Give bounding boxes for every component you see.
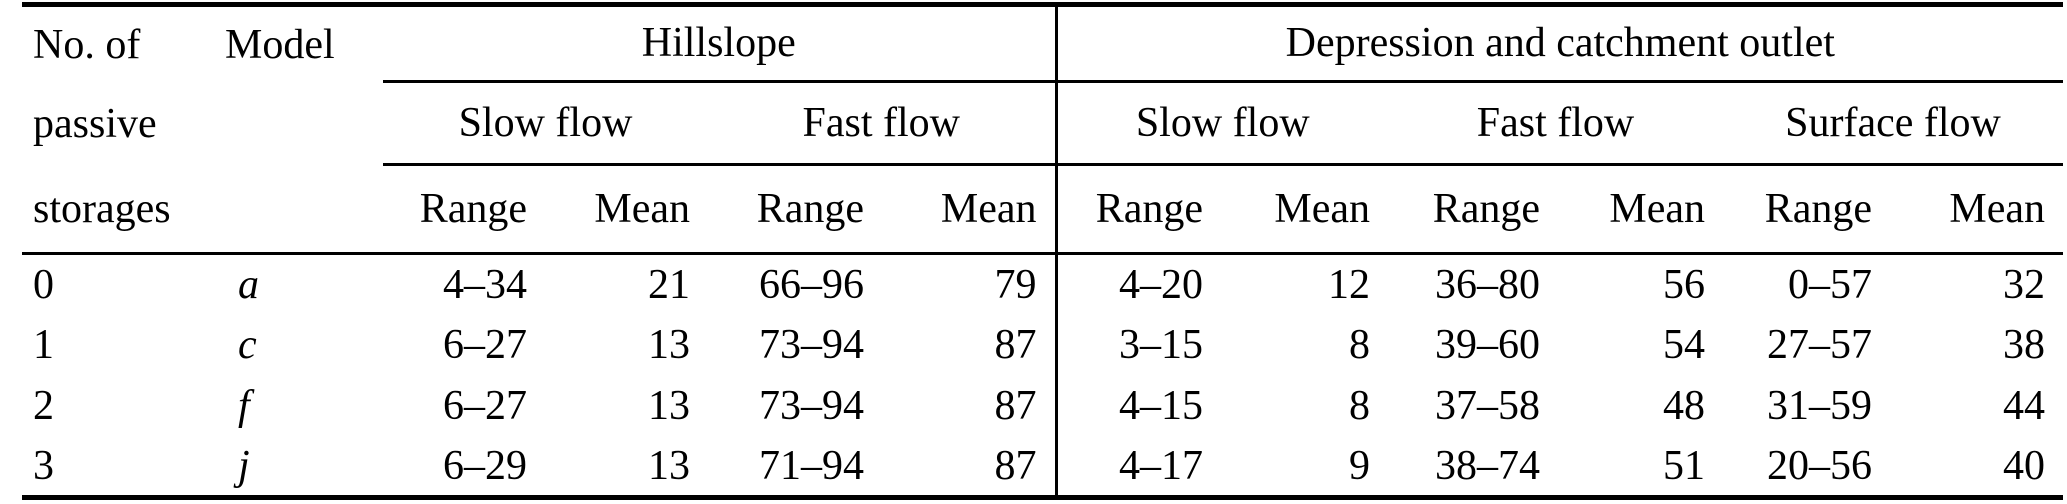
group-header-depression-outlet: Depression and catchment outlet <box>1054 4 2064 83</box>
subgroup-header-hillslope-fast-flow: Fast flow <box>708 81 1056 167</box>
cell-value: 4–17 <box>1054 436 1221 498</box>
cell-value: 71–94 <box>759 442 864 489</box>
subgroup-header-hillslope-slow-flow: Slow flow <box>383 81 708 167</box>
cell-value: 20–56 <box>1767 442 1872 489</box>
cell-storages: 0 <box>22 252 215 315</box>
cell-model: j <box>238 442 250 489</box>
cell-value: 73–94 <box>759 383 864 429</box>
cell-value: 4–20 <box>1054 252 1221 315</box>
cell-value: 27–57 <box>1767 322 1872 368</box>
cell-storages: 2 <box>33 383 54 429</box>
cell-value: 3–15 <box>1054 314 1221 376</box>
cell-value: 87 <box>994 442 1037 489</box>
cell-value: 87 <box>994 383 1037 429</box>
cell-value: 31–59 <box>1767 383 1872 429</box>
row-header-passive-storages: No. of passive storages <box>22 5 215 254</box>
row-header-line-3: storages <box>33 185 171 232</box>
cell-model: a <box>215 252 383 315</box>
table-row: 3 j 6–29 13 71–94 87 4–17 9 38–74 51 20–… <box>22 436 2063 498</box>
cell-value: 38–74 <box>1435 442 1540 489</box>
column-header-mean: Mean <box>1949 186 2046 233</box>
cell-value: 37–58 <box>1435 383 1540 429</box>
cell-value: 56 <box>1558 252 1723 315</box>
column-header-model: Model <box>215 5 383 254</box>
cell-value: 73–94 <box>759 322 864 368</box>
column-header-mean: Mean <box>1609 186 1705 233</box>
cell-value: 21 <box>545 252 708 315</box>
cell-value: 12 <box>1221 252 1388 315</box>
cell-storages: 3 <box>33 442 54 489</box>
cell-value: 38 <box>2003 322 2046 368</box>
cell-value: 6–29 <box>443 442 527 489</box>
cell-storages: 1 <box>33 322 54 368</box>
cell-value: 8 <box>1349 322 1370 368</box>
column-header-range: Range <box>1764 186 1872 233</box>
cell-value: 32 <box>1890 252 2064 315</box>
column-header-range: Range <box>1054 164 1221 254</box>
cell-value: 6–27 <box>443 383 527 429</box>
cell-value: 9 <box>1349 442 1370 489</box>
cell-value: 0–57 <box>1723 252 1890 315</box>
group-header-hillslope: Hillslope <box>383 4 1056 83</box>
table-row: 0 a 4–34 21 66–96 79 4–20 12 36–80 56 0–… <box>22 252 2064 315</box>
cell-value: 39–60 <box>1435 322 1540 368</box>
cell-value: 4–15 <box>1054 375 1221 437</box>
table-row: 1 c 6–27 13 73–94 87 3–15 8 39–60 54 27–… <box>22 314 2063 376</box>
cell-value: 66–96 <box>708 252 882 315</box>
cell-value: 51 <box>1663 442 1705 489</box>
row-header-line-2: passive <box>33 100 157 147</box>
column-header-range: Range <box>419 186 527 233</box>
subgroup-header-depression-slow-flow: Slow flow <box>1054 81 1388 167</box>
model-header-label: Model <box>225 21 335 68</box>
cell-model: c <box>238 322 257 368</box>
table-row: 2 f 6–27 13 73–94 87 4–15 8 37–58 48 31–… <box>22 375 2063 437</box>
cell-value: 13 <box>648 322 690 368</box>
cell-value: 6–27 <box>443 322 527 368</box>
cell-value: 13 <box>648 442 690 489</box>
subgroup-header-surface-flow: Surface flow <box>1723 81 2064 167</box>
cell-value: 13 <box>648 383 690 429</box>
results-table: No. of passive storages Model Hillslope … <box>22 2 2064 500</box>
cell-value: 44 <box>2003 383 2046 429</box>
column-header-range: Range <box>1432 186 1540 233</box>
cell-value: 36–80 <box>1388 252 1558 315</box>
cell-value: 54 <box>1663 322 1705 368</box>
cell-value: 87 <box>994 322 1037 368</box>
cell-value: 8 <box>1349 383 1370 429</box>
cell-value: 4–34 <box>383 252 545 315</box>
cell-value: 40 <box>2003 442 2046 489</box>
column-header-mean: Mean <box>1274 186 1370 233</box>
row-header-line-1: No. of <box>33 21 141 68</box>
column-header-range: Range <box>756 186 864 233</box>
cell-model: f <box>238 383 250 429</box>
subgroup-header-depression-fast-flow: Fast flow <box>1388 81 1723 167</box>
column-header-mean: Mean <box>594 186 690 233</box>
cell-value: 79 <box>882 252 1056 315</box>
column-header-mean: Mean <box>940 186 1037 233</box>
cell-value: 48 <box>1663 383 1705 429</box>
